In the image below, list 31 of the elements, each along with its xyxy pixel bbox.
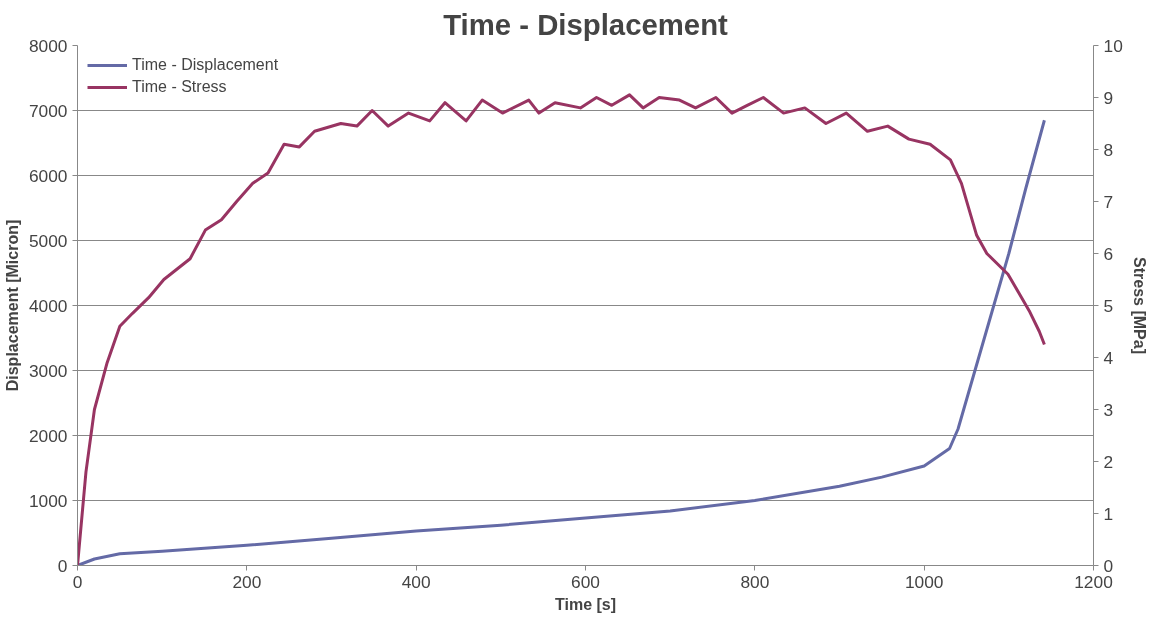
y-tick-label: 2000	[28, 425, 68, 446]
y-tick-label: 0	[57, 555, 68, 576]
y2-tick-label: 2	[1103, 451, 1114, 472]
y2-axis-title: Stress [MPa]	[1130, 257, 1148, 354]
x-tick-label: 800	[740, 571, 770, 592]
y-tick-label: 8000	[28, 35, 68, 56]
y-tick-label: 3000	[28, 360, 68, 381]
y2-tick-label: 10	[1103, 35, 1123, 56]
y2-tick-label: 4	[1103, 347, 1114, 368]
x-tick-label: 400	[401, 571, 431, 592]
y-axis-title: Displacement [Micron]	[3, 219, 21, 392]
y-tick-label: 1000	[28, 490, 68, 511]
y2-tick-label: 1	[1103, 503, 1114, 524]
y2-tick-label: 9	[1103, 87, 1114, 108]
x-tick-label: 0	[72, 571, 83, 592]
x-tick-label: 1000	[904, 571, 944, 592]
y-tick-label: 7000	[28, 100, 68, 121]
x-axis-title: Time [s]	[554, 595, 617, 613]
y-tick-label: 4000	[28, 295, 68, 316]
legend-label: Time - Displacement	[132, 56, 279, 74]
y2-tick-label: 5	[1103, 295, 1114, 316]
y2-tick-label: 3	[1103, 399, 1114, 420]
y2-tick-label: 7	[1103, 191, 1114, 212]
x-tick-label: 200	[232, 571, 262, 592]
y2-tick-label: 8	[1103, 139, 1114, 160]
legend-label: Time - Stress	[132, 78, 227, 96]
y-tick-label: 5000	[28, 230, 68, 251]
chart-title: Time - Displacement	[443, 7, 729, 41]
y2-tick-label: 6	[1103, 243, 1114, 264]
x-tick-label: 600	[571, 571, 600, 592]
y-tick-label: 6000	[28, 165, 68, 186]
